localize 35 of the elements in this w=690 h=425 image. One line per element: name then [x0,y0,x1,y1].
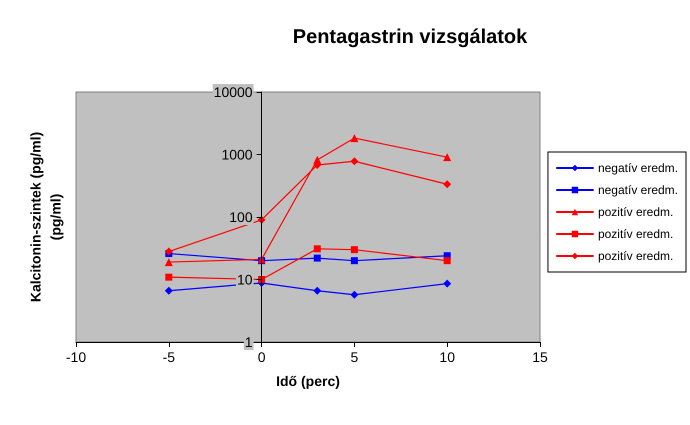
legend-label: pozitív eredm. [598,249,674,263]
point [164,286,173,295]
point [350,157,358,166]
point [165,274,172,281]
y-tick-label: 1000 [221,146,253,162]
y-axis-title: Kalcitonin-szintek (pg/ml) (pg/ml) [28,132,64,302]
point [444,257,451,264]
point [443,280,452,288]
legend-label: pozitív eredm. [598,205,674,219]
x-tick-label: 10 [439,349,456,365]
point [443,180,452,188]
point [350,246,358,254]
legend-label: pozitív eredm. [598,227,674,241]
x-tick-label: 5 [350,349,358,365]
point [314,245,321,252]
point [350,257,358,264]
y-tick-label: 10 [237,272,253,288]
point [164,248,173,256]
x-tick-label: -5 [162,349,176,365]
x-tick-label: 15 [532,349,548,365]
point [313,286,322,295]
chart-title: Pentagastrin vizsgálatok [292,26,528,48]
point [314,254,321,262]
y-tick-label: 1 [244,334,253,350]
point [164,258,173,266]
legend-label: negatív eredm. [598,183,678,197]
point [350,134,358,142]
legend-label: negatív eredm. [598,161,678,175]
x-tick-label: 0 [258,349,266,365]
x-axis-title: Idő (perc) [276,373,340,389]
point [350,290,358,299]
y-tick-label: 10000 [214,84,253,100]
point [443,153,452,162]
x-tick-label: -10 [66,349,86,365]
y-tick-label: 100 [229,209,253,225]
